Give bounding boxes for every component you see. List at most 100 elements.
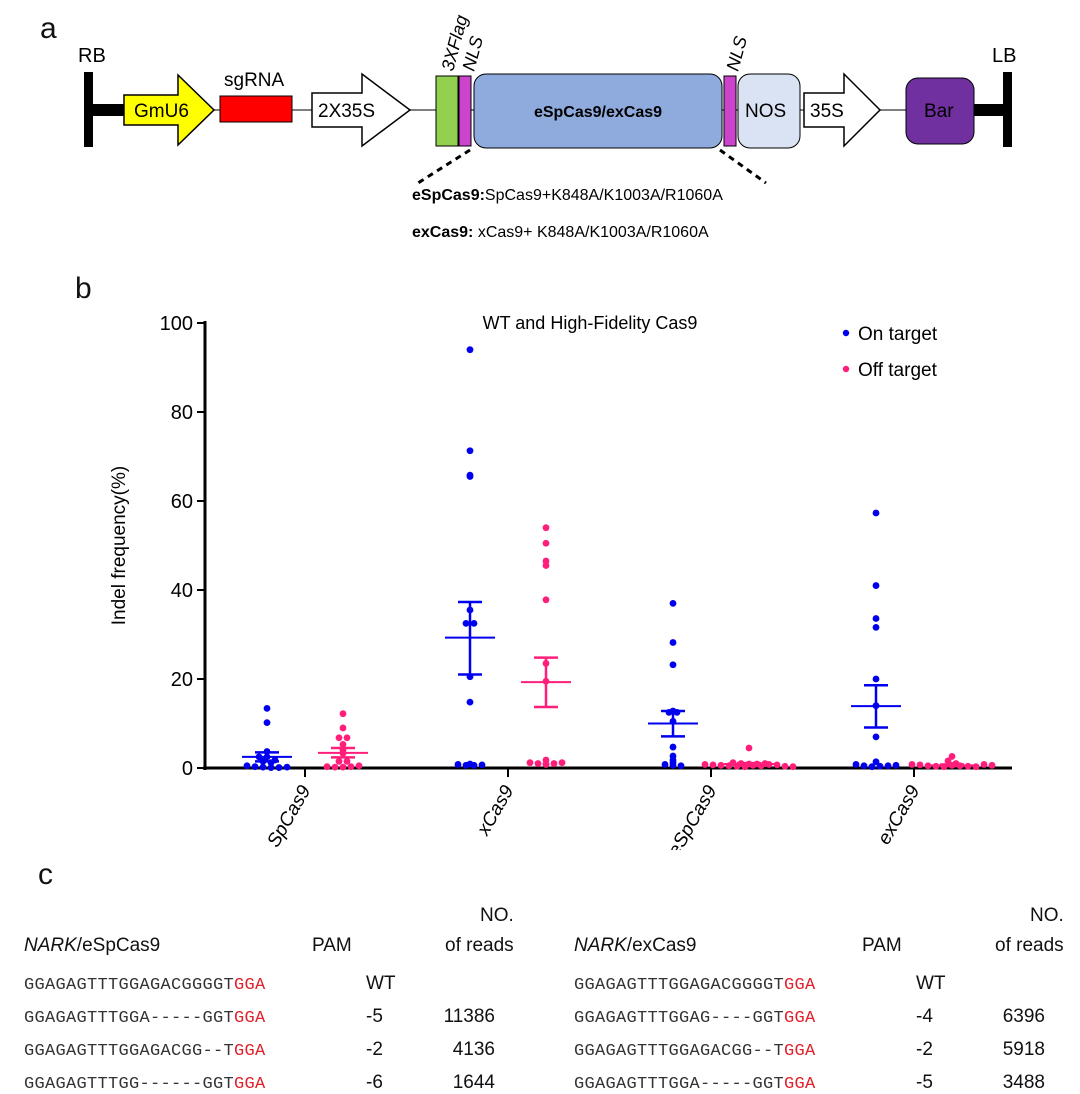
data-point	[781, 762, 789, 770]
sgrna-block	[219, 95, 293, 123]
text: -5	[366, 1006, 383, 1027]
text: 1644	[452, 1072, 495, 1093]
sequence: GGAGAGTTTGGAGACGGGGTGGA	[574, 973, 816, 995]
data-point	[542, 756, 550, 764]
y-tick-label: 40	[171, 580, 193, 602]
data-point	[876, 762, 884, 770]
reads-header-line2: of reads	[445, 935, 514, 957]
data-point	[251, 763, 259, 771]
data-point	[335, 734, 343, 742]
data-point	[872, 623, 880, 631]
data-point	[892, 761, 900, 769]
panel-c-label: c	[38, 858, 53, 891]
reads-header-line2: of reads	[995, 935, 1064, 957]
data-point	[466, 760, 474, 768]
indel-size: -2	[916, 1039, 933, 1061]
text: 4136	[452, 1039, 495, 1060]
data-point	[701, 761, 709, 768]
text: GGA	[784, 976, 816, 995]
data-point	[916, 761, 924, 769]
bar-label: Bar	[924, 101, 954, 122]
text: GGAGAGTTTGGA-----GGT	[24, 1009, 235, 1028]
data-point	[884, 762, 892, 770]
y-tick-label: 80	[171, 402, 193, 424]
text: GGAGAGTTTGG------GGT	[24, 1075, 235, 1094]
text: GGAGAGTTTGGAG----GGT	[574, 1009, 785, 1028]
bar-block	[905, 77, 975, 145]
text: 6396	[1002, 1006, 1045, 1027]
text: GGAGAGTTTGGAGACGGGGT	[24, 976, 235, 995]
text: WT	[366, 973, 396, 994]
text: NARK	[24, 935, 77, 956]
text: WT	[916, 973, 946, 994]
data-point	[347, 763, 355, 771]
reads-header-line1: NO.	[1030, 905, 1064, 927]
text: -2	[366, 1039, 383, 1060]
gmu6-label: GmU6	[134, 101, 189, 122]
text: GGA	[234, 1009, 266, 1028]
text: GGA	[784, 1042, 816, 1061]
data-point	[669, 661, 677, 669]
cas9-block	[473, 73, 723, 149]
text: GGA	[784, 1009, 816, 1028]
text: GGAGAGTTTGGAGACGG--T	[574, 1042, 785, 1061]
data-point	[466, 473, 474, 480]
data-point	[283, 763, 291, 771]
data-point	[243, 762, 251, 770]
data-point	[542, 539, 550, 547]
data-point	[259, 763, 267, 771]
text: GGAGAGTTTGGAGACGGGGT	[574, 976, 785, 995]
data-point	[466, 346, 474, 354]
data-point	[550, 760, 558, 767]
y-tick-label: 100	[160, 313, 193, 335]
data-point	[339, 710, 347, 718]
indel-size: WT	[916, 973, 946, 995]
35s-promoter	[803, 72, 882, 148]
data-point	[462, 619, 470, 627]
reads-header-line1: NO.	[480, 905, 514, 927]
data-point	[988, 761, 996, 769]
indel-size: -2	[366, 1039, 383, 1061]
text: PAM	[312, 935, 352, 956]
text: GGAGAGTTTGGA-----GGT	[574, 1075, 785, 1094]
text: NO.	[1030, 905, 1064, 926]
flag-block	[435, 75, 459, 147]
data-point	[331, 763, 339, 771]
pam-header: PAM	[862, 935, 902, 957]
table-title: NARK/eSpCas9	[24, 935, 160, 957]
nls2-block	[723, 75, 737, 147]
data-point	[343, 757, 351, 765]
text: /exCas9	[626, 935, 697, 956]
data-point	[872, 733, 880, 741]
rb-label: RB	[78, 45, 106, 67]
data-point	[669, 761, 677, 769]
indel-size: -4	[916, 1006, 933, 1028]
data-point	[852, 761, 860, 768]
chart-title: WT and High-Fidelity Cas9	[483, 313, 698, 333]
data-point	[948, 753, 956, 760]
data-point	[709, 761, 717, 769]
35s-label: 35S	[810, 101, 844, 122]
legend-marker	[842, 329, 850, 337]
sequence: GGAGAGTTTGGAG----GGTGGA	[574, 1006, 816, 1028]
legend-label: Off target	[858, 360, 938, 381]
data-point	[669, 743, 677, 751]
data-point	[661, 761, 669, 768]
data-point	[526, 759, 534, 767]
text: 3488	[1002, 1072, 1045, 1093]
data-point	[773, 761, 781, 769]
read-count: 11386	[425, 1006, 495, 1028]
read-count: 1644	[425, 1072, 495, 1094]
data-point	[466, 447, 474, 455]
data-point	[872, 758, 880, 766]
sequence: GGAGAGTTTGGAGACGG--TGGA	[574, 1039, 816, 1061]
data-point	[558, 759, 566, 767]
panel-b-label: b	[75, 272, 92, 305]
cas9-label: eSpCas9/exCas9	[534, 104, 662, 121]
data-point	[454, 761, 462, 768]
sequence: GGAGAGTTTGGA-----GGTGGA	[574, 1072, 816, 1094]
text: GGA	[784, 1075, 816, 1094]
data-point	[868, 763, 876, 771]
text: GGA	[234, 976, 266, 995]
nls2-label: NLS	[723, 34, 751, 73]
